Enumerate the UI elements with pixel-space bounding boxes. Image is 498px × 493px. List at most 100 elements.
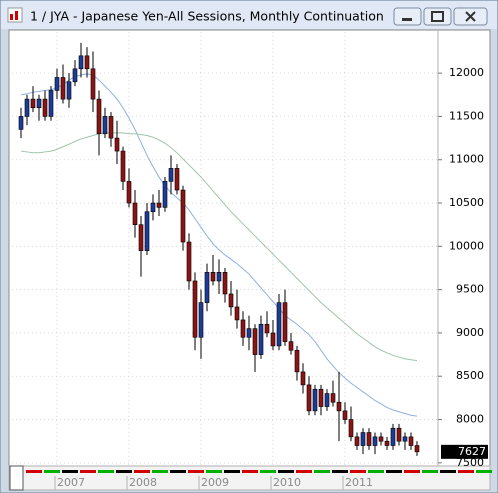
candle-body [402,436,408,442]
candle-body [18,116,24,130]
candle-body [132,202,138,225]
candle-body [96,98,102,135]
session-strip [26,470,492,473]
candle-body [336,401,342,412]
session-segment [314,470,330,473]
candle-body [84,55,90,70]
candle-body [48,90,54,117]
candle-body [354,436,360,446]
session-segment [260,470,276,473]
session-segment [170,470,186,473]
session-segment [404,470,420,473]
window-title: 1 / JYA - Japanese Yen-All Sessions, Mon… [30,9,384,24]
maximize-icon [431,11,444,22]
close-icon [465,11,476,22]
candle-body [114,137,120,152]
candle-body [348,419,354,438]
minimize-button[interactable] [393,7,422,26]
minimize-icon [402,18,412,21]
candle-body [180,189,186,243]
candle-body [90,68,96,100]
candle-body [174,168,180,191]
candle-body [366,432,372,446]
candle-body [270,332,276,347]
session-segment [80,470,96,473]
candle-body [252,328,258,355]
last-price-label: 7627 [458,445,486,458]
session-segment [26,470,42,473]
candle-body [276,302,282,347]
candle-body [186,241,192,282]
candle-body [300,371,306,386]
last-price-box [441,444,488,459]
candle-body [228,293,234,308]
candle-body [108,116,114,139]
session-segment [242,470,258,473]
candle-body [408,436,414,446]
candle-body [282,302,288,342]
candle-body [66,81,72,100]
candle-body [234,306,240,321]
session-segment [224,470,240,473]
candle-body [330,393,336,403]
candle-body [168,168,174,182]
candle-body [222,272,228,295]
candle-body [144,211,150,251]
candle-body [384,440,390,446]
candle-body [24,98,30,117]
candle-body [246,328,252,338]
moving-average-line [20,132,418,362]
session-segment [62,470,78,473]
candle-body [240,319,246,338]
y-tick-label: 8000 [456,413,484,426]
session-segment [188,470,204,473]
candle-body [312,388,318,412]
candle-body [126,181,132,204]
session-segment [206,470,222,473]
candle-body [72,68,78,83]
maximize-button[interactable] [423,7,452,26]
session-segment [278,470,294,473]
app-icon-bar [15,11,18,20]
session-segment [296,470,312,473]
candle-body [216,272,222,282]
session-segment [476,470,492,473]
candle-body [318,388,324,407]
candle-body [342,410,348,420]
x-tick-label: 2010 [273,476,301,489]
candle-body [324,393,330,407]
corner-box [9,465,24,491]
session-segment [152,470,168,473]
session-segment [116,470,132,473]
candle-body [192,280,198,338]
candle-body [138,224,144,251]
x-tick-label: 2009 [201,476,229,489]
session-segment [440,470,456,473]
candle-body [60,77,66,100]
candle-body [78,55,84,70]
session-segment [44,470,60,473]
candle-body [396,427,402,442]
session-segment [386,470,402,473]
session-segment [422,470,438,473]
candle-body [378,436,384,442]
candle-body [198,302,204,338]
y-tick-label: 9500 [456,283,484,296]
session-segment [368,470,384,473]
candle-body [258,323,264,355]
y-tick-label: 9000 [456,326,484,339]
candle-body [162,181,168,208]
candle-body [288,341,294,351]
y-tick-label: 7500 [456,456,484,469]
session-segment [98,470,114,473]
candle-body [54,77,60,91]
y-tick-label: 8500 [456,369,484,382]
chart-panel [8,29,491,491]
candle-body [36,98,42,109]
y-tick-label: 10500 [449,196,484,209]
x-tick-label: 2011 [345,476,373,489]
y-tick-label: 11000 [449,153,484,166]
candle-body [42,98,48,117]
